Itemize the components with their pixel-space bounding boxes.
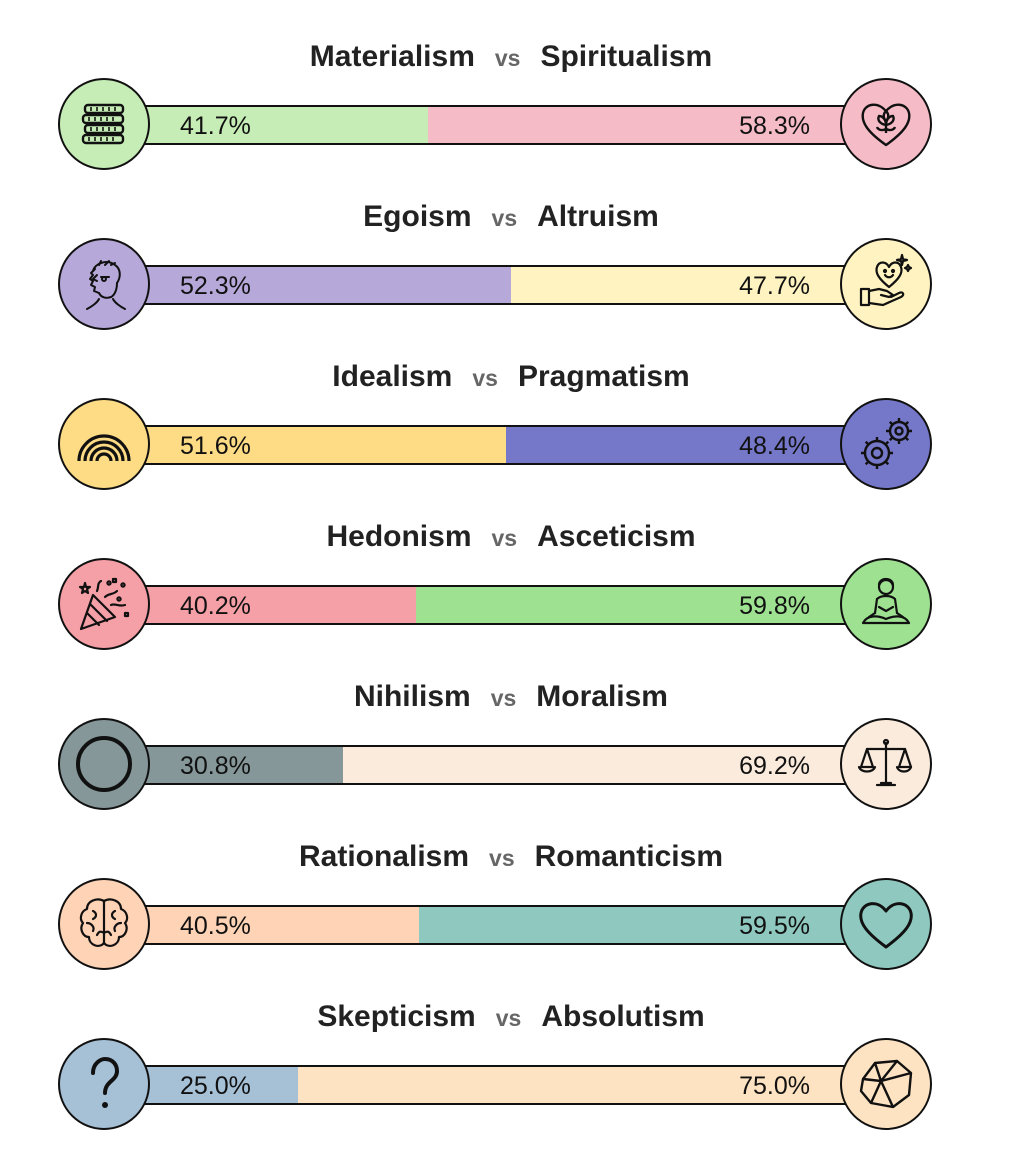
- stacked-bar: 40.2% 59.8%: [100, 585, 886, 625]
- value-label-right: 58.3%: [739, 112, 810, 140]
- value-label-left: 40.5%: [180, 912, 251, 940]
- comparison-row: Idealism vs Pragmatism 51.6% 48.4%: [0, 320, 1022, 490]
- coins-icon: [58, 78, 150, 170]
- value-label-right: 48.4%: [739, 432, 810, 460]
- left-label: Nihilism: [353, 680, 471, 713]
- heart-flower-icon: [840, 78, 932, 170]
- bar-segment-left: [102, 907, 419, 943]
- value-label-left: 40.2%: [180, 592, 251, 620]
- right-label: Romanticism: [534, 840, 724, 873]
- bar-segment-left: [102, 267, 511, 303]
- bar-segment-left: [102, 587, 417, 623]
- right-label: Altruism: [537, 200, 659, 233]
- right-label: Moralism: [536, 680, 668, 713]
- bar-segment-right: [342, 747, 884, 783]
- comparison-row: Materialism vs Spiritualism 41.7% 58.3%: [0, 0, 1022, 170]
- comparison-row: Hedonism vs Asceticism 40.2% 59.8%: [0, 480, 1022, 650]
- value-label-left: 41.7%: [180, 112, 251, 140]
- right-label: Asceticism: [537, 520, 696, 553]
- row-title: Rationalism vs Romanticism: [0, 837, 1022, 877]
- stacked-bar: 30.8% 69.2%: [100, 745, 886, 785]
- bar-segment-left: [102, 427, 506, 463]
- value-label-right: 75.0%: [739, 1072, 810, 1100]
- row-title: Idealism vs Pragmatism: [0, 357, 1022, 397]
- row-title: Skepticism vs Absolutism: [0, 997, 1022, 1037]
- value-label-left: 25.0%: [180, 1072, 251, 1100]
- right-label: Spiritualism: [540, 40, 713, 73]
- value-label-right: 69.2%: [739, 752, 810, 780]
- rainbow-icon: [58, 398, 150, 490]
- row-title: Nihilism vs Moralism: [0, 677, 1022, 717]
- stacked-bar: 41.7% 58.3%: [100, 105, 886, 145]
- scales-icon: [840, 718, 932, 810]
- value-label-right: 59.8%: [739, 592, 810, 620]
- comparison-row: Nihilism vs Moralism 30.8% 69.2%: [0, 640, 1022, 810]
- row-title: Egoism vs Altruism: [0, 197, 1022, 237]
- stacked-bar: 51.6% 48.4%: [100, 425, 886, 465]
- brain-icon: [58, 878, 150, 970]
- value-label-right: 47.7%: [739, 272, 810, 300]
- comparison-row: Skepticism vs Absolutism 25.0% 75.0%: [0, 960, 1022, 1130]
- vs-separator: vs: [494, 45, 521, 71]
- bar-segment-left: [102, 107, 429, 143]
- value-label-left: 30.8%: [180, 752, 251, 780]
- meditation-icon: [840, 558, 932, 650]
- bar-segment-right: [416, 587, 884, 623]
- giving-heart-hand-icon: [840, 238, 932, 330]
- gears-icon: [840, 398, 932, 490]
- left-label: Skepticism: [317, 1000, 476, 1033]
- right-label: Absolutism: [541, 1000, 705, 1033]
- vs-separator: vs: [495, 1005, 522, 1031]
- value-label-left: 52.3%: [180, 272, 251, 300]
- bar-segment-right: [505, 427, 884, 463]
- row-title: Materialism vs Spiritualism: [0, 37, 1022, 77]
- bar-segment-right: [418, 907, 884, 943]
- right-label: Pragmatism: [517, 360, 690, 393]
- question-mark-icon: [58, 1038, 150, 1130]
- vs-separator: vs: [491, 525, 518, 551]
- vs-separator: vs: [472, 365, 498, 391]
- bar-segment-right: [297, 1067, 884, 1103]
- row-title: Hedonism vs Asceticism: [0, 517, 1022, 557]
- value-label-left: 51.6%: [180, 432, 251, 460]
- empty-circle-icon: [58, 718, 150, 810]
- left-label: Idealism: [332, 360, 453, 393]
- stacked-bar: 52.3% 47.7%: [100, 265, 886, 305]
- bar-segment-right: [511, 267, 884, 303]
- bar-segment-right: [428, 107, 884, 143]
- stacked-bar: 25.0% 75.0%: [100, 1065, 886, 1105]
- left-label: Materialism: [309, 40, 475, 73]
- left-label: Egoism: [363, 200, 472, 233]
- heart-icon: [840, 878, 932, 970]
- value-label-right: 59.5%: [739, 912, 810, 940]
- rock-icon: [840, 1038, 932, 1130]
- stacked-bar: 40.5% 59.5%: [100, 905, 886, 945]
- left-label: Hedonism: [326, 520, 472, 553]
- left-label: Rationalism: [298, 840, 470, 873]
- comparison-row: Egoism vs Altruism 52.3% 47.7%: [0, 160, 1022, 330]
- vs-separator: vs: [490, 685, 517, 711]
- profile-portrait-icon: [58, 238, 150, 330]
- party-popper-icon: [58, 558, 150, 650]
- vs-separator: vs: [491, 205, 518, 231]
- comparison-row: Rationalism vs Romanticism 40.5% 59.5%: [0, 800, 1022, 970]
- vs-separator: vs: [489, 845, 515, 871]
